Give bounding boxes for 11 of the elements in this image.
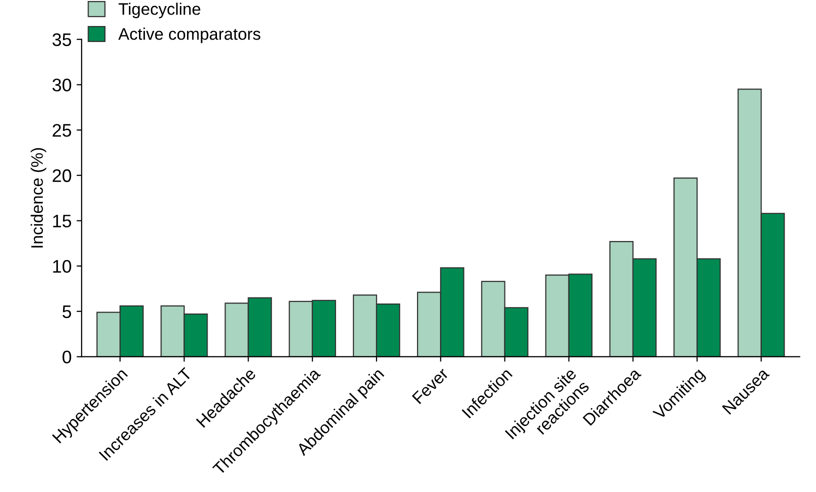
y-tick-label: 30 xyxy=(52,78,72,92)
y-tick-label: 0 xyxy=(62,350,72,364)
legend-label: Active comparators xyxy=(118,28,260,44)
y-tick-label: 10 xyxy=(53,260,72,273)
y-tick-label: 15 xyxy=(53,214,72,228)
y-tick-label: 20 xyxy=(52,169,72,182)
y-tick-label: 25 xyxy=(52,124,72,137)
y-tick-label: 5 xyxy=(62,305,72,318)
y-axis-title: Incidence (%) xyxy=(30,148,46,248)
legend-label: Tigecycline xyxy=(118,2,200,18)
y-tick-label: 35 xyxy=(52,33,72,46)
